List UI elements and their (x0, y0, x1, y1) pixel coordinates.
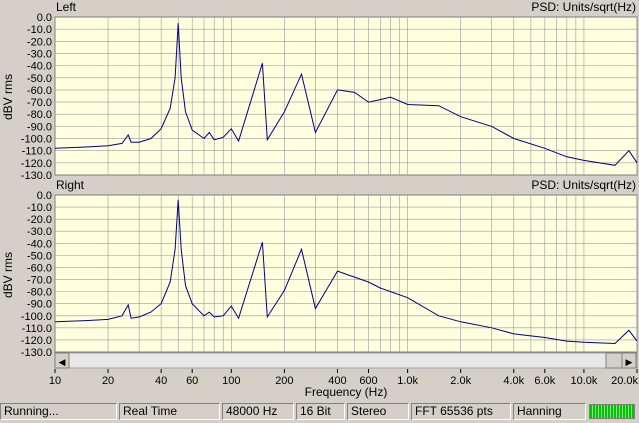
y-tick-label: -40.0 (27, 61, 52, 73)
x-tick-label: 20 (102, 375, 114, 387)
right-ylabel: dBV rms (1, 252, 15, 298)
y-tick-label: -50.0 (27, 250, 52, 262)
x-tick-label: 200 (275, 375, 293, 387)
scrollbar-track[interactable] (54, 352, 638, 369)
scroll-left-icon: ◀ (59, 358, 66, 368)
y-tick-label: -10.0 (27, 202, 52, 214)
spectrum-display: Left PSD: Units/sqrt(Hz) dBV rms 0.0-10.… (0, 0, 639, 401)
y-tick-label: -30.0 (27, 226, 52, 238)
scroll-left-button[interactable] (54, 352, 70, 369)
horizontal-scrollbar[interactable]: ◀ ▶ (54, 352, 638, 369)
right-panel: Right PSD: Units/sqrt(Hz) dBV rms 0.0-10… (1, 178, 638, 359)
y-tick-label: -100.0 (21, 311, 52, 323)
y-tick-label: -20.0 (27, 36, 52, 48)
status-bar: Running... Real Time 48000 Hz 16 Bit Ste… (0, 401, 639, 423)
status-mode: Real Time (119, 403, 220, 420)
x-axis-label: Frequency (Hz) (305, 385, 388, 399)
y-tick-label: -60.0 (27, 85, 52, 97)
y-tick-label: -90.0 (27, 121, 52, 133)
x-tick-label: 10.0k (570, 375, 597, 387)
x-tick-label: 1.0k (397, 375, 418, 387)
y-tick-label: -10.0 (27, 24, 52, 36)
scroll-right-button[interactable] (621, 352, 637, 369)
scrollbar-thumb[interactable] (605, 352, 623, 369)
y-tick-label: 0.0 (37, 12, 52, 24)
right-psd-label: PSD: Units/sqrt(Hz) (531, 178, 636, 192)
right-plot-area (54, 194, 638, 353)
y-tick-label: -20.0 (27, 214, 52, 226)
left-ylabel: dBV rms (1, 74, 15, 120)
left-grid (54, 16, 638, 176)
x-tick-label: 600 (359, 375, 377, 387)
y-tick-label: -70.0 (27, 275, 52, 287)
y-tick-label: -120.0 (21, 335, 52, 347)
y-tick-label: 0.0 (37, 190, 52, 202)
y-tick-label: -110.0 (22, 323, 52, 335)
left-channel-label: Left (56, 0, 77, 14)
right-grid (54, 194, 638, 353)
y-tick-label: -90.0 (27, 299, 52, 311)
left-panel: Left PSD: Units/sqrt(Hz) dBV rms 0.0-10.… (1, 0, 638, 182)
y-tick-label: -130.0 (21, 170, 52, 182)
left-y-ticks: 0.0-10.0-20.0-30.0-40.0-50.0-60.0-70.0-8… (21, 12, 52, 182)
status-bit-depth: 16 Bit (296, 403, 345, 420)
y-tick-label: -100.0 (21, 134, 52, 146)
left-plot-area (54, 16, 638, 176)
left-psd-label: PSD: Units/sqrt(Hz) (531, 0, 636, 14)
x-tick-label: 100 (222, 375, 240, 387)
x-axis-ticks: 10 20 40 60 100 200 400 600 1.0k 2.0k 4.0k 6.0k 10.0… (49, 369, 638, 387)
scroll-right-icon: ▶ (626, 358, 633, 368)
right-spectrum-trace (54, 199, 638, 345)
status-sample-rate: 48000 Hz (222, 403, 294, 420)
y-tick-label: -70.0 (27, 97, 52, 109)
x-tick-label: 4.0k (503, 375, 524, 387)
y-tick-label: -80.0 (27, 287, 52, 299)
y-tick-label: -60.0 (27, 262, 52, 274)
status-state: Running... (0, 403, 117, 420)
x-tick-label: 40 (155, 375, 167, 387)
right-y-ticks: 0.0-10.0-20.0-30.0-40.0-50.0-60.0-70.0-8… (21, 190, 52, 359)
y-tick-label: -80.0 (27, 109, 52, 121)
status-channels: Stereo (347, 403, 409, 420)
status-fft-size: FFT 65536 pts (411, 403, 511, 420)
x-tick-label: 20.0k (611, 375, 638, 387)
y-tick-label: -130.0 (21, 347, 52, 359)
y-tick-label: -40.0 (27, 238, 52, 250)
x-tick-label: 2.0k (450, 375, 471, 387)
x-tick-label: 10 (49, 375, 61, 387)
y-tick-label: -120.0 (21, 158, 52, 170)
x-tick-label: 60 (186, 375, 198, 387)
x-tick-label: 400 (328, 375, 346, 387)
right-channel-label: Right (56, 178, 85, 192)
y-tick-label: -50.0 (27, 73, 52, 85)
left-spectrum-trace (54, 23, 638, 166)
level-meter (589, 404, 635, 419)
y-tick-label: -30.0 (27, 48, 52, 60)
x-tick-label: 6.0k (534, 375, 555, 387)
y-tick-label: -110.0 (22, 146, 52, 158)
status-window: Hanning (513, 403, 586, 420)
